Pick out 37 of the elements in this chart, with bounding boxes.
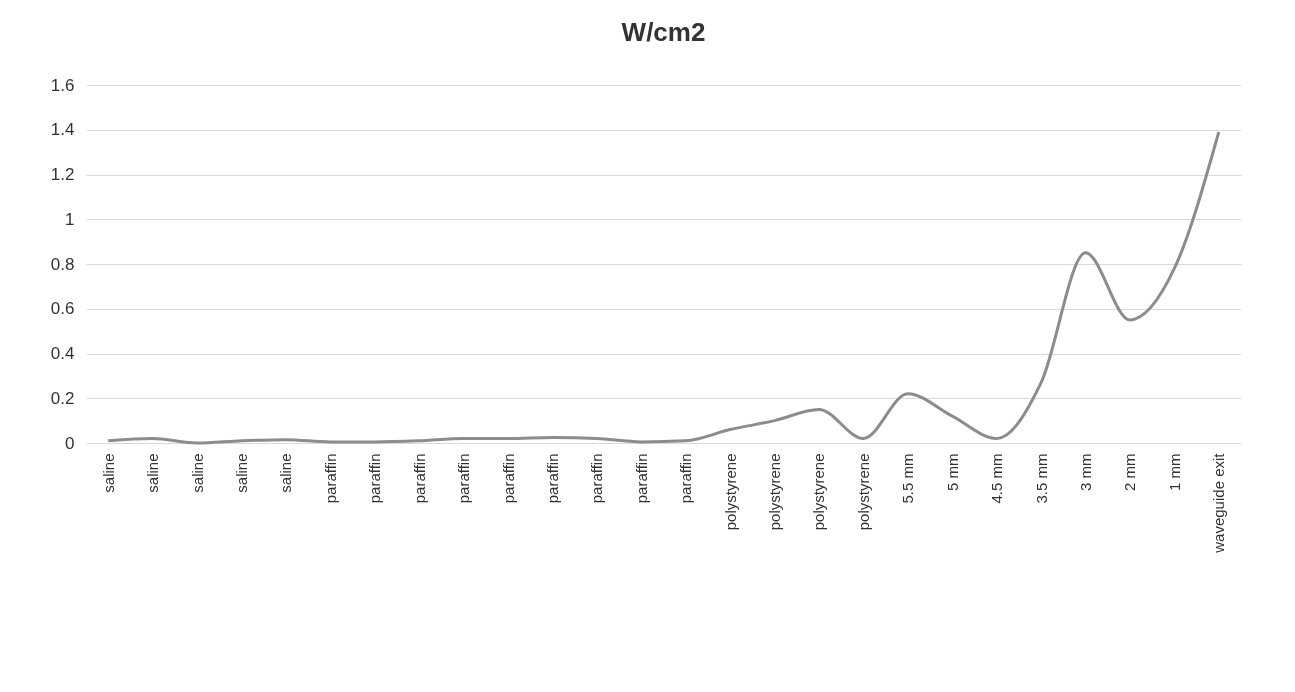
x-tick-label: paraffin xyxy=(677,453,695,504)
x-tick-label: saline xyxy=(232,453,250,493)
x-tick-label: saline xyxy=(188,453,206,493)
x-tick-label: paraffin xyxy=(366,453,384,504)
x-tick-label: 4.5 mm xyxy=(988,453,1006,504)
x-tick-label: polystyrene xyxy=(721,453,739,531)
y-tick-label: 0.2 xyxy=(50,388,75,408)
x-tick-label: 5.5 mm xyxy=(899,453,917,504)
x-tick-label: paraffin xyxy=(543,453,561,504)
y-tick-label: 0.8 xyxy=(50,254,75,274)
x-tick-label: paraffin xyxy=(588,453,606,504)
x-tick-label: waveguide exit xyxy=(1210,452,1228,554)
y-tick-label: 1 xyxy=(65,209,75,229)
x-tick-label: paraffin xyxy=(410,453,428,504)
y-tick-label: 0.4 xyxy=(50,344,75,363)
y-tick-label: 0.6 xyxy=(50,299,75,319)
x-tick-label: polystyrene xyxy=(854,453,872,531)
x-tick-label: 3.5 mm xyxy=(1032,453,1050,504)
x-tick-label: paraffin xyxy=(632,453,650,504)
x-tick-label: saline xyxy=(99,453,117,493)
x-tick-label: polystyrene xyxy=(766,453,784,531)
x-tick-label: 1 mm xyxy=(1165,453,1183,491)
y-tick-label: 1.4 xyxy=(50,120,75,140)
x-tick-label: paraffin xyxy=(321,453,339,504)
chart-title: W/cm2 xyxy=(621,17,706,47)
line-series xyxy=(106,130,1221,445)
x-tick-label: polystyrene xyxy=(810,453,828,531)
x-tick-label: paraffin xyxy=(499,453,517,504)
y-tick-label: 1.6 xyxy=(50,75,75,95)
x-tick-label: 5 mm xyxy=(943,453,961,491)
y-tick-label: 0 xyxy=(65,433,75,453)
x-tick-label: saline xyxy=(144,453,162,493)
x-tick-label: 3 mm xyxy=(1077,453,1095,491)
y-tick-label: 1.2 xyxy=(50,165,75,184)
x-tick-label: saline xyxy=(277,453,295,493)
x-tick-label: paraffin xyxy=(455,453,473,504)
x-tick-label: 2 mm xyxy=(1121,453,1139,491)
